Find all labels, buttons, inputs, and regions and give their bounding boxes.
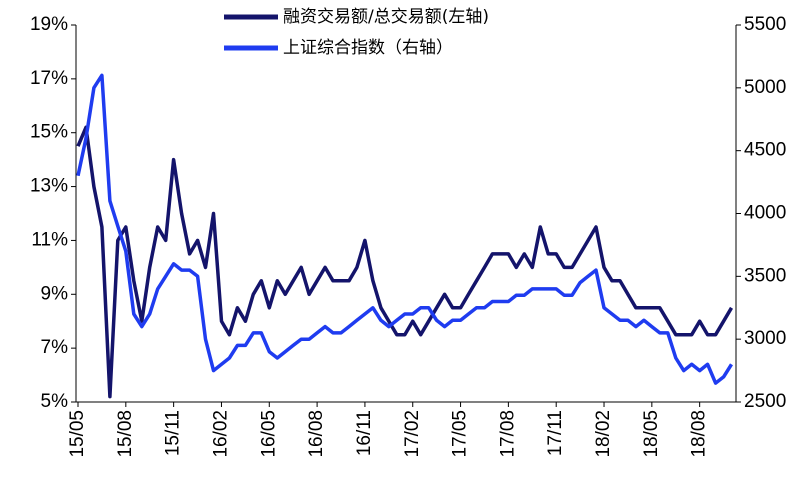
- y2-tick-label: 3000: [744, 328, 786, 349]
- series-line: [76, 125, 734, 399]
- y2-tick-label: 5000: [744, 77, 786, 98]
- x-tick-label: 16/02: [210, 410, 231, 458]
- x-tick-label: 18/05: [641, 410, 662, 458]
- x-tick-label: 16/11: [354, 410, 375, 456]
- series-line: [76, 73, 733, 385]
- x-tick-label: 15/08: [115, 410, 136, 458]
- x-tick-label: 17/08: [497, 410, 518, 458]
- y-tick-label: 9%: [41, 283, 69, 304]
- y-tick-label: 11%: [31, 229, 68, 250]
- x-tick-label: 15/05: [67, 410, 88, 458]
- y-tick-label: 15%: [30, 122, 68, 143]
- x-tick-label: 17/05: [450, 410, 471, 458]
- y-tick-label: 7%: [41, 337, 69, 358]
- x-tick-label: 17/02: [402, 410, 423, 458]
- x-tick-label: 18/02: [593, 410, 614, 458]
- y-tick-label: 5%: [41, 391, 69, 412]
- y-tick-label: 13%: [30, 176, 68, 197]
- y-tick-label: 17%: [30, 68, 68, 89]
- y2-tick-label: 4000: [744, 203, 786, 224]
- y2-tick-label: 5500: [744, 14, 786, 35]
- x-tick-label: 18/08: [689, 410, 710, 458]
- legend-label: 上证综合指数（右轴）: [283, 38, 453, 58]
- legend-label: 融资交易额/总交易额(左轴): [283, 7, 489, 27]
- y-tick-label: 19%: [30, 14, 68, 35]
- y2-tick-label: 2500: [744, 391, 786, 412]
- y2-tick-label: 3500: [744, 265, 786, 286]
- y2-tick-label: 4500: [744, 140, 786, 161]
- x-tick-label: 16/08: [306, 410, 327, 458]
- x-tick-label: 16/05: [258, 410, 279, 458]
- x-tick-label: 15/11: [163, 410, 184, 456]
- x-tick-label: 17/11: [545, 410, 566, 456]
